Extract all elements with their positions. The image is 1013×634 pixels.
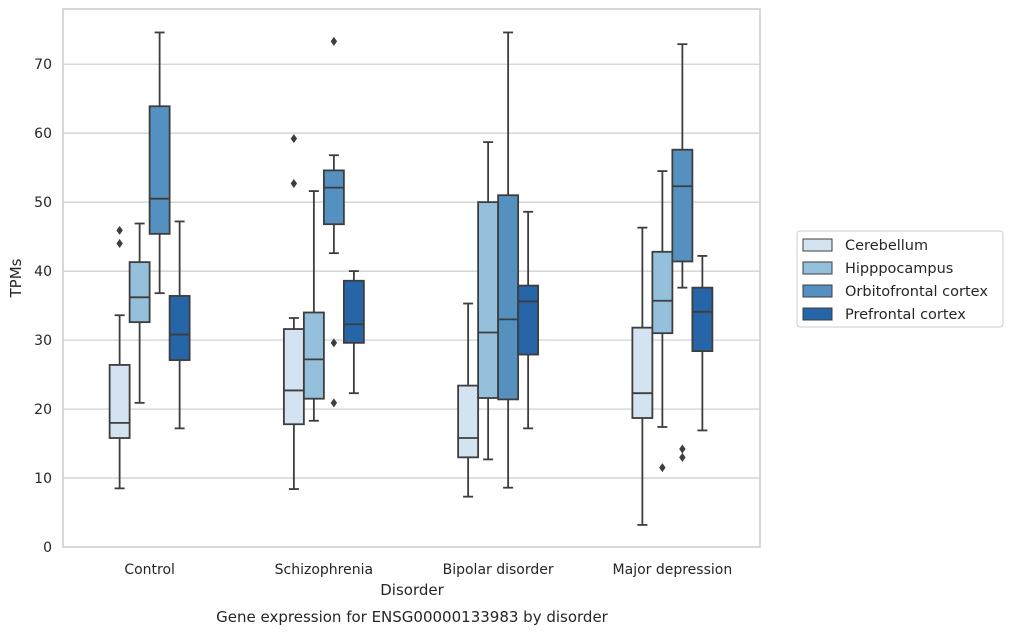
box-orbitofrontal-cortex — [671, 43, 694, 462]
y-tick-label: 60 — [34, 126, 52, 142]
legend-label: Hipppocampus — [845, 261, 953, 277]
box-cerebellum — [282, 134, 305, 490]
legend-frame — [796, 230, 1004, 328]
y-tick-label: 50 — [34, 195, 52, 211]
iqr-box — [342, 279, 365, 344]
x-tick-label: Control — [124, 562, 175, 578]
iqr-box — [691, 286, 714, 353]
iqr-box — [517, 284, 540, 356]
legend-swatch — [802, 261, 833, 275]
legend: Cerebellum Hipppocampus Orbitofrontal cort… — [796, 230, 1004, 328]
outlier-point — [290, 179, 298, 189]
outlier-point — [679, 452, 686, 462]
iqr-box — [631, 326, 654, 419]
y-tick-label: 10 — [34, 471, 52, 487]
y-tick-label: 40 — [34, 264, 52, 280]
outlier-point — [290, 134, 298, 144]
y-axis-label: TPMs — [7, 258, 25, 298]
x-tick-labels: Control Schizophrenia Bipolar disorder Majo… — [124, 562, 732, 578]
y-tick-label: 20 — [34, 402, 52, 418]
box-prefrontal-cortex — [168, 220, 191, 430]
box-cerebellum — [108, 225, 131, 490]
y-tick-label: 70 — [34, 57, 52, 73]
box-cerebellum — [631, 226, 654, 526]
box-hipppocampus — [302, 190, 325, 422]
box-cerebellum — [457, 302, 480, 498]
box-prefrontal-cortex — [342, 270, 365, 395]
box-hipppocampus — [651, 170, 674, 473]
y-tick-labels: 0 10 20 30 40 50 60 70 — [34, 57, 52, 556]
iqr-box — [168, 295, 191, 361]
x-tick-label: Schizophrenia — [275, 562, 373, 578]
iqr-box — [477, 201, 500, 399]
box-prefrontal-cortex — [517, 210, 540, 430]
iqr-box — [651, 250, 674, 335]
box-hipppocampus — [128, 222, 151, 404]
legend-swatch — [802, 238, 833, 252]
iqr-box — [457, 384, 480, 459]
outlier-point — [659, 463, 666, 473]
x-axis-label: Disorder — [380, 581, 444, 599]
box-groups — [108, 31, 714, 526]
iqr-box — [148, 105, 171, 235]
box-orbitofrontal-cortex — [148, 31, 171, 295]
legend-label: Orbitofrontal cortex — [845, 284, 988, 300]
legend-label: Cerebellum — [845, 238, 928, 254]
iqr-box — [302, 311, 325, 400]
legend-swatch — [802, 307, 833, 321]
iqr-box — [282, 328, 305, 426]
legend-swatch — [802, 284, 833, 298]
x-tick-label: Major depression — [613, 562, 733, 578]
outlier-point — [679, 444, 686, 454]
box-orbitofrontal-cortex — [322, 36, 345, 408]
iqr-box — [128, 261, 151, 324]
iqr-box — [671, 148, 694, 263]
legend-label: Prefrontal cortex — [845, 307, 966, 323]
iqr-box — [108, 364, 131, 439]
iqr-box — [322, 169, 345, 226]
outlier-point — [116, 239, 123, 249]
box-prefrontal-cortex — [691, 255, 714, 432]
x-tick-label: Bipolar disorder — [443, 562, 554, 578]
y-tick-label: 30 — [34, 333, 52, 349]
outlier-point — [330, 338, 338, 348]
outlier-point — [116, 225, 123, 235]
box-hipppocampus — [477, 141, 500, 461]
y-tick-label: 0 — [43, 540, 52, 556]
outlier-point — [330, 36, 338, 46]
outlier-point — [330, 398, 338, 408]
plot-frame — [62, 8, 761, 548]
chart-caption: Gene expression for ENSG00000133983 by d… — [216, 608, 609, 626]
iqr-box — [497, 194, 520, 401]
